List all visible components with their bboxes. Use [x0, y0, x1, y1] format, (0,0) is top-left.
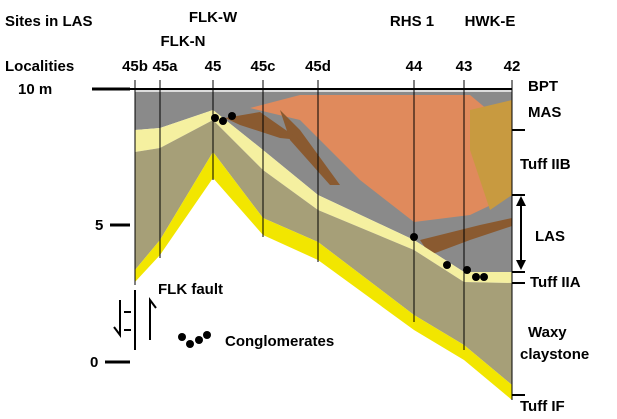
locality-label: 42: [504, 58, 521, 75]
locality-label: 43: [456, 58, 473, 75]
unit-label: BPT: [528, 78, 558, 95]
locality-label: 45c: [250, 58, 275, 75]
legend-conglomerates: Conglomerates: [225, 333, 334, 350]
scale-label: 5: [95, 217, 103, 234]
unit-label: Waxy: [528, 324, 567, 341]
fault-symbol: [114, 290, 156, 350]
locality-label: 44: [406, 58, 423, 75]
locality-label: 45: [205, 58, 222, 75]
diagram: Sites in LAS FLK-N FLK-W RHS 1 HWK-E Loc…: [0, 0, 617, 419]
sites-label: Sites in LAS: [5, 13, 93, 30]
localities-label: Localities: [5, 58, 74, 75]
site-label: FLK-W: [189, 9, 238, 26]
dot: [228, 112, 236, 120]
unit-label: claystone: [520, 346, 589, 363]
dot: [472, 273, 480, 281]
dot: [463, 266, 471, 274]
unit-label: LAS: [535, 228, 565, 245]
dot: [186, 340, 194, 348]
dot: [195, 336, 203, 344]
site-label: HWK-E: [465, 13, 516, 30]
dot: [480, 273, 488, 281]
locality-label: 45d: [305, 58, 331, 75]
scale-label: 0: [90, 354, 98, 371]
dot: [203, 331, 211, 339]
site-label: RHS 1: [390, 13, 434, 30]
unit-label: Tuff IIA: [530, 274, 581, 291]
locality-label: 45a: [152, 58, 178, 75]
arrowhead: [516, 260, 526, 270]
fault-arrow: [114, 300, 120, 335]
dot: [211, 114, 219, 122]
dot: [219, 117, 227, 125]
scale-label: 10 m: [18, 81, 52, 98]
arrowhead: [516, 196, 526, 206]
locality-label: 45b: [122, 58, 148, 75]
dot: [410, 233, 418, 241]
legend-fault: FLK fault: [158, 281, 223, 298]
unit-label: Tuff IIB: [520, 156, 571, 173]
dot: [443, 261, 451, 269]
unit-label: MAS: [528, 104, 561, 121]
dot: [178, 333, 186, 341]
fault-arrow: [150, 300, 156, 340]
unit-label: Tuff IF: [520, 398, 565, 415]
site-label: FLK-N: [161, 33, 206, 50]
